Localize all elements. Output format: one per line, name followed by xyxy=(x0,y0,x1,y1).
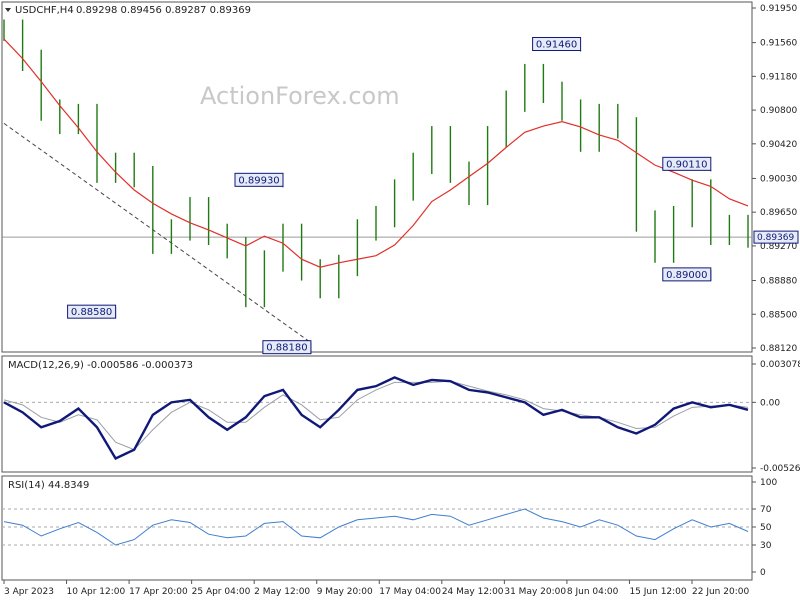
annotation-label: 0.90110 xyxy=(666,159,707,170)
x-tick-label: 8 Jun 04:00 xyxy=(567,587,619,597)
annotation-box xyxy=(234,172,284,187)
annotation-box xyxy=(532,36,582,51)
price-y-tick-label: 0.91950 xyxy=(760,4,797,14)
x-tick-label: 25 Apr 04:00 xyxy=(192,587,251,597)
chart-header: USDCHF,H4 0.89298 0.89456 0.89287 0.8936… xyxy=(5,5,251,16)
price-y-tick-label: 0.91180 xyxy=(760,72,797,82)
annotation-box xyxy=(67,304,117,319)
x-tick-label: 31 May 20:00 xyxy=(504,587,566,597)
x-tick-label: 15 Jun 12:00 xyxy=(629,587,686,597)
watermark-text: ActionForex.com xyxy=(200,82,400,110)
annotation-box xyxy=(662,267,712,282)
ohlc-values: 0.89298 0.89456 0.89287 0.89369 xyxy=(76,5,251,16)
rsi-lines xyxy=(3,508,749,546)
symbol-label: USDCHF,H4 xyxy=(15,5,74,16)
macd-y-tick-label: 0.00 xyxy=(760,398,780,408)
rsi-y-tick-label: 50 xyxy=(760,523,772,533)
moving-average-line xyxy=(3,38,749,268)
current-price-label: 0.89369 xyxy=(757,233,794,243)
x-axis-labels: 3 Apr 2023 10 Apr 12:00 17 Apr 20:00 25 Apr… xyxy=(3,580,749,597)
annotation-box xyxy=(662,156,712,171)
macd-y-tick-label: 0.003078 xyxy=(760,360,800,370)
rsi-y-tick-label: 30 xyxy=(760,541,772,551)
x-tick-label: 24 May 12:00 xyxy=(442,587,504,597)
price-y-tick-label: 0.89650 xyxy=(760,208,797,218)
rsi-panel xyxy=(1,475,753,581)
y-axis-labels: 0.91950 0.91560 0.91180 0.90800 0.90420 0.900… xyxy=(752,4,800,578)
price-bars xyxy=(3,19,749,308)
annotation-label: 0.88580 xyxy=(71,307,112,318)
macd-lines xyxy=(3,376,749,460)
x-tick-label: 17 Apr 20:00 xyxy=(129,587,188,597)
x-tick-label: 17 May 04:00 xyxy=(379,587,441,597)
current-price-badge xyxy=(753,230,799,244)
rsi-y-tick-label: 70 xyxy=(760,505,772,515)
price-y-tick-label: 0.88880 xyxy=(760,277,797,287)
price-y-tick-label: 0.90420 xyxy=(760,140,797,150)
x-tick-label: 3 Apr 2023 xyxy=(4,587,54,597)
grid-lines xyxy=(2,236,752,546)
annotation-label: 0.89930 xyxy=(238,175,279,186)
price-y-tick-label: 0.88120 xyxy=(760,344,797,354)
price-y-tick-label: 0.88500 xyxy=(760,310,797,320)
price-y-tick-label: 0.91560 xyxy=(760,39,797,49)
price-y-tick-label: 0.90800 xyxy=(760,106,797,116)
x-tick-label: 10 Apr 12:00 xyxy=(67,587,126,597)
price-y-tick-label: 0.89270 xyxy=(760,242,797,252)
annotation-label: 0.88180 xyxy=(266,343,307,354)
price-annotations: 0.91460 0.89930 0.90110 0.88580 0.88180 0.890… xyxy=(67,36,712,355)
macd-signal-line xyxy=(3,380,749,451)
x-tick-label: 22 Jun 20:00 xyxy=(692,587,749,597)
rsi-y-tick-label: 100 xyxy=(760,478,777,488)
annotation-label: 0.89000 xyxy=(666,270,707,281)
price-y-tick-label: 0.90030 xyxy=(760,174,797,184)
macd-main-line xyxy=(3,376,749,460)
rsi-title: RSI(14) 44.8349 xyxy=(8,480,89,491)
annotation-label: 0.91460 xyxy=(536,39,577,50)
chevron-down-icon[interactable] xyxy=(5,8,11,12)
macd-y-tick-label: -0.005268 xyxy=(760,464,800,474)
annotation-box xyxy=(262,340,312,355)
x-tick-label: 2 May 12:00 xyxy=(254,587,310,597)
x-tick-label: 9 May 20:00 xyxy=(317,587,373,597)
macd-title: MACD(12,26,9) -0.000586 -0.000373 xyxy=(8,360,193,371)
price-panel xyxy=(1,1,753,353)
moving-average-layer xyxy=(3,38,749,268)
rsi-y-tick-label: 0 xyxy=(760,568,766,578)
rsi-line xyxy=(3,508,749,546)
